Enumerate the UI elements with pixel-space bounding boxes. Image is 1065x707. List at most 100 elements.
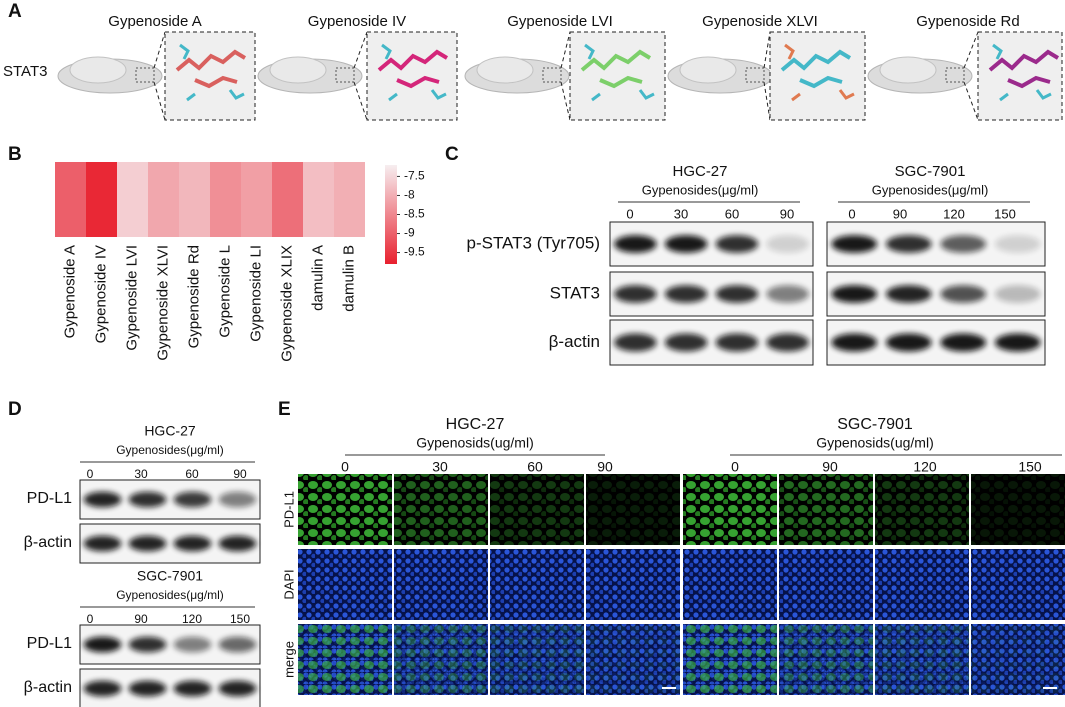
- dose: 0: [87, 612, 94, 626]
- x-tick-label: Gypenoside Rd: [185, 245, 202, 348]
- heatmap-cell: [210, 162, 241, 237]
- inset: [164, 31, 256, 121]
- band: [664, 285, 708, 303]
- band: [128, 636, 167, 653]
- merge-signal: [490, 624, 584, 695]
- heatmap-cell: [334, 162, 365, 237]
- treatment: Gypenosids(ug/ml): [416, 435, 534, 451]
- band: [994, 285, 1041, 303]
- dose: 0: [626, 206, 633, 221]
- panel-label: E: [278, 399, 291, 420]
- colorbar-tick-label: -9: [404, 226, 415, 240]
- merge-signal: [683, 624, 777, 695]
- panel-label: A: [8, 1, 22, 22]
- micrograph: [298, 549, 392, 620]
- band: [831, 333, 878, 352]
- band: [994, 235, 1041, 253]
- residue: [584, 43, 655, 102]
- protein-surface: [269, 56, 327, 84]
- band: [128, 680, 167, 697]
- ligand: [780, 49, 852, 89]
- pdl1-signal: [683, 474, 777, 545]
- row-label: β-actin: [549, 332, 600, 351]
- band: [218, 535, 257, 552]
- cell-line: HGC-27: [144, 423, 196, 439]
- micrograph: [490, 549, 584, 620]
- dose: 0: [731, 459, 739, 475]
- band: [766, 285, 809, 303]
- pdl1-signal: [490, 474, 584, 545]
- binding-site: [335, 67, 355, 83]
- pdl1-signal: [394, 474, 488, 545]
- dose: 90: [597, 459, 613, 475]
- band: [766, 235, 809, 253]
- band: [83, 535, 122, 552]
- band: [885, 333, 932, 352]
- dose: 30: [432, 459, 448, 475]
- band: [173, 636, 212, 653]
- compound-title: Gypenoside Rd: [916, 13, 1019, 30]
- treatment: Gypenosides(μg/ml): [872, 182, 989, 197]
- binding-site: [542, 67, 562, 83]
- zoom-line: [560, 81, 571, 121]
- heatmap-cell: [86, 162, 117, 237]
- colorbar-tick-label: -9.5: [404, 245, 425, 259]
- panel-label: C: [445, 144, 459, 165]
- band: [994, 333, 1041, 352]
- row-label: PD-L1: [281, 491, 296, 528]
- band: [940, 285, 987, 303]
- heatmap-cell: [55, 162, 86, 237]
- ligand: [580, 49, 652, 89]
- band: [128, 535, 167, 552]
- pdl1-signal: [779, 474, 873, 545]
- residue: [179, 43, 245, 102]
- merge-signal: [298, 624, 392, 695]
- colorbar-tick-label: -7.5: [404, 169, 425, 183]
- band: [83, 491, 122, 508]
- treatment: Gypenosides(μg/ml): [116, 443, 224, 457]
- binding-site: [135, 67, 155, 83]
- merge-signal: [394, 624, 488, 695]
- dose: 0: [87, 467, 94, 481]
- dose: 90: [822, 459, 838, 475]
- band: [715, 333, 759, 352]
- pdl1-signal: [971, 474, 1065, 545]
- dose: 30: [134, 467, 148, 481]
- colorbar-tick-label: -8: [404, 188, 415, 202]
- heatmap-cell: [117, 162, 148, 237]
- pdl1-signal: [875, 474, 969, 545]
- zoom-line: [763, 81, 771, 121]
- band: [218, 636, 257, 653]
- protein-surface: [679, 56, 737, 84]
- band: [83, 680, 122, 697]
- band: [218, 680, 257, 697]
- band: [614, 285, 657, 303]
- zoom-line: [560, 31, 571, 69]
- band: [614, 235, 657, 253]
- heatmap-cell: [303, 162, 334, 237]
- merge-signal: [779, 624, 873, 695]
- band: [715, 285, 759, 303]
- dose: 0: [341, 459, 349, 475]
- protein-surface: [476, 56, 534, 84]
- merge-signal: [971, 624, 1065, 695]
- dose: 90: [780, 206, 794, 221]
- panel-label: D: [8, 399, 22, 420]
- ligand: [988, 49, 1060, 89]
- ligand: [175, 49, 247, 89]
- x-tick-label: Gypenoside XLIX: [278, 245, 295, 362]
- x-tick-label: Gypenoside LVI: [123, 245, 140, 351]
- treatment: Gypenosides(μg/ml): [642, 182, 759, 197]
- x-tick-label: Gypenoside L: [216, 245, 233, 338]
- band: [831, 285, 878, 303]
- cell-line: HGC-27: [446, 416, 505, 433]
- micrograph: [586, 549, 680, 620]
- dose: 90: [233, 467, 247, 481]
- micrograph: [875, 549, 969, 620]
- row-label: β-actin: [24, 534, 72, 551]
- pdl1-signal: [586, 474, 680, 545]
- micrograph: [779, 549, 873, 620]
- band: [766, 333, 809, 352]
- colorbar-tick-label: -8.5: [404, 207, 425, 221]
